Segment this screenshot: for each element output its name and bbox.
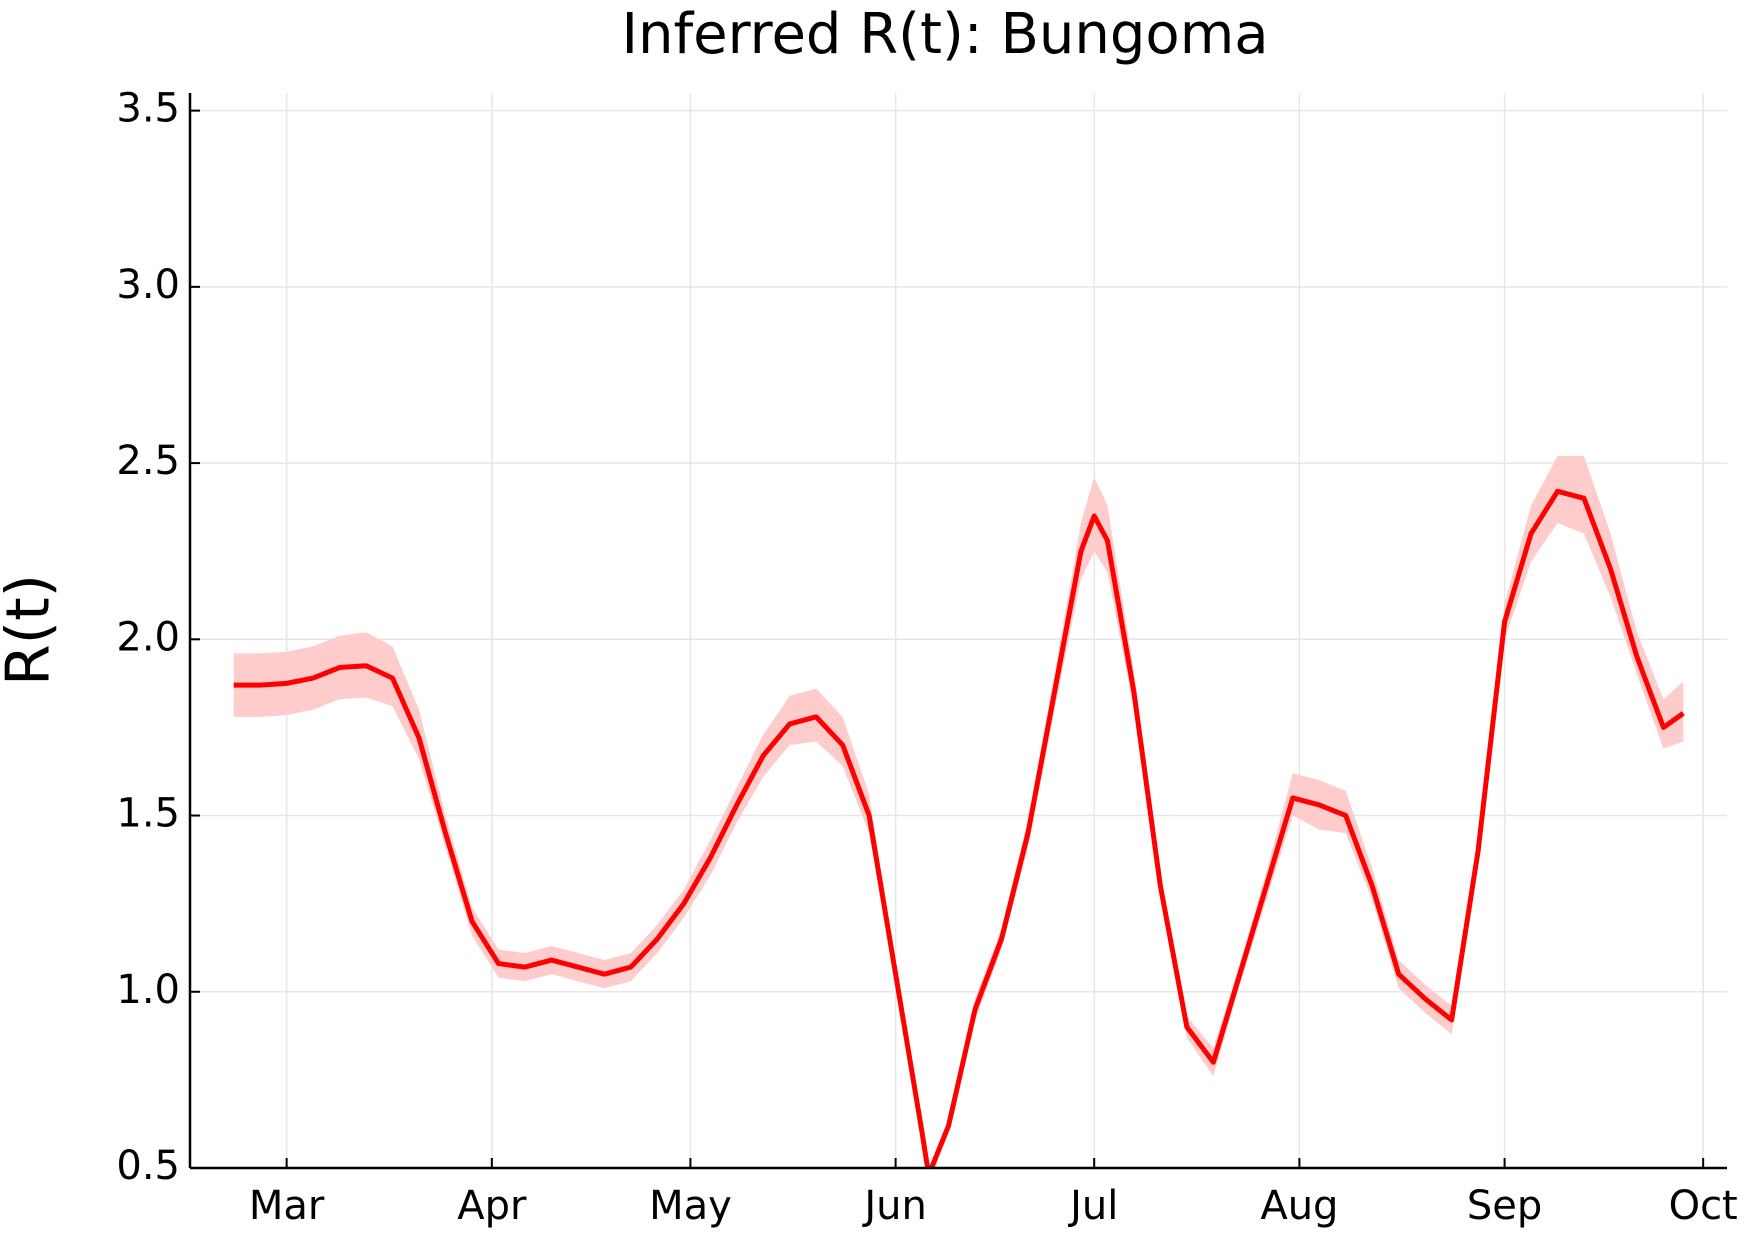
y-tick-label: 1.0	[116, 967, 180, 1013]
y-tick-label: 2.0	[116, 614, 180, 660]
x-tick-label: Sep	[1467, 1183, 1542, 1229]
y-tick-label: 2.5	[116, 438, 180, 484]
y-tick-label: 3.0	[116, 262, 180, 308]
x-tick-label: Oct	[1669, 1183, 1738, 1229]
y-axis-label: R(t)	[0, 574, 64, 686]
x-tick-label: Aug	[1260, 1183, 1338, 1229]
y-tick-label: 1.5	[116, 791, 180, 837]
x-tick-label: Jul	[1067, 1183, 1118, 1229]
grid	[190, 93, 1727, 1169]
x-tick-label: May	[649, 1183, 732, 1229]
line	[233, 488, 1685, 1168]
x-tick-label: Apr	[457, 1183, 527, 1229]
chart-title: Inferred R(t): Bungoma	[621, 2, 1268, 67]
x-tick-label: Mar	[249, 1183, 325, 1229]
x-tick-label: Jun	[861, 1183, 927, 1229]
confidence-band	[233, 456, 1684, 1168]
y-tick-label: 3.5	[116, 86, 180, 132]
plot-area	[233, 456, 1685, 1168]
axes: 0.5 1.0 1.5 2.0 2.5 3.0 3.5 Mar Apr May Jun Jul Aug S…	[116, 86, 1737, 1229]
y-tick-label: 0.5	[116, 1143, 180, 1189]
